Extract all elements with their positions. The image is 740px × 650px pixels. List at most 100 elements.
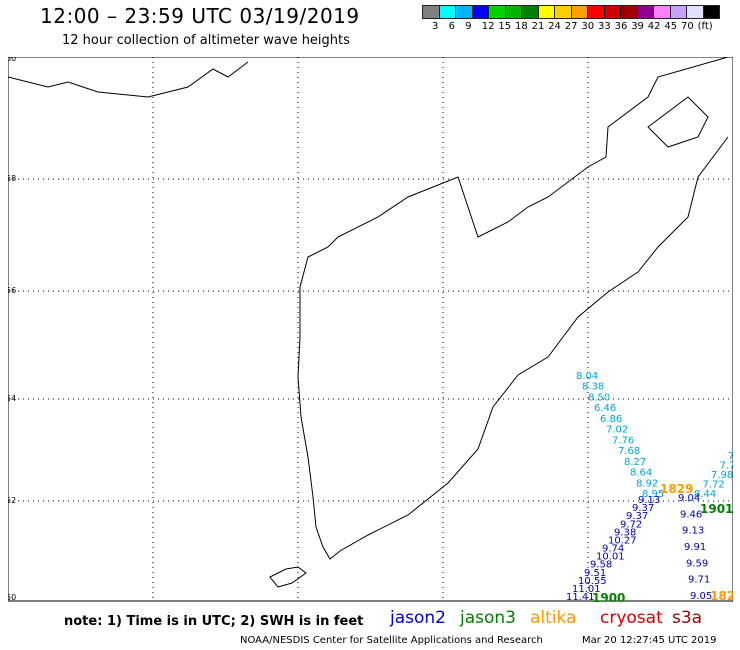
legend-swatch-0 (422, 5, 440, 19)
legend-tick-9: 30 (581, 21, 595, 32)
lat-label-54: 54 (8, 394, 16, 403)
swh-value: 9.38 (614, 527, 636, 538)
legend-tick-15: 70 (681, 21, 694, 32)
legend-tick-8: 27 (564, 21, 578, 32)
legend-tick-10: 33 (598, 21, 611, 32)
credit-text: NOAA/NESDIS Center for Satellite Applica… (240, 635, 543, 646)
satellite-label-cryosat: cryosat (600, 608, 663, 628)
swh-value: 9.91 (684, 542, 706, 553)
legend-tick-6: 21 (531, 21, 545, 32)
legend-tick-3: 12 (481, 21, 495, 32)
pass-time-label: 1900 (592, 591, 625, 602)
timestamp-text: Mar 20 12:27:45 UTC 2019 (582, 635, 717, 646)
legend-tick-7: 24 (548, 21, 561, 32)
swh-value: 9.59 (686, 558, 708, 569)
legend-swatches (422, 5, 720, 19)
swh-value: 8.38 (582, 382, 604, 393)
swh-value: 9.71 (688, 575, 710, 586)
swh-value: 9.74 (602, 544, 624, 555)
legend-swatch-16 (686, 5, 704, 19)
swh-value: 10.01 (596, 552, 625, 563)
swh-value: 8.04 (576, 371, 598, 382)
swh-value: 9.72 (620, 519, 642, 530)
swh-value: 11.41 (566, 592, 595, 602)
legend-tick-2: 9 (465, 21, 472, 32)
swh-value: 9.37 (626, 511, 648, 522)
swh-value: 7.68 (618, 446, 640, 457)
legend-swatch-5 (504, 5, 522, 19)
legend-tick-16: (ft) (697, 21, 713, 32)
legend-tick-0: 3 (432, 21, 439, 32)
legend-tick-1: 6 (448, 21, 455, 32)
satellite-label-altika: altika (530, 608, 577, 628)
swh-value: 11.01 (572, 584, 601, 595)
legend-swatch-2 (455, 5, 473, 19)
legend-tick-14: 45 (664, 21, 678, 32)
legend-tick-labels: 3 6 9 12 15 18 21 24 27 30 33 36 39 42 45 70 (ft) (422, 21, 740, 35)
wave-height-legend: 3 6 9 12 15 18 21 24 27 30 33 36 39 42 45 70 (ft) (422, 5, 720, 32)
swh-value: 9.37 (632, 503, 654, 514)
swh-value: 7.72 (703, 480, 725, 491)
karaginsky-island (647, 96, 709, 148)
swh-value: 8.92 (636, 478, 658, 489)
legend-swatch-13 (636, 5, 654, 19)
swh-value: 9.51 (584, 568, 606, 579)
kamchatka-coast (297, 57, 729, 560)
lat-label-52: 52 (8, 496, 16, 505)
legend-tick-12: 39 (631, 21, 644, 32)
legend-swatch-1 (438, 5, 456, 19)
swh-value: 7.76 (612, 435, 634, 446)
swh-value: 7.98 (711, 470, 733, 481)
swh-value: 9.05 (690, 591, 712, 602)
legend-swatch-10 (587, 5, 605, 19)
legend-tick-13: 42 (647, 21, 661, 32)
legend-swatch-14 (653, 5, 671, 19)
swh-value: 9.13 (638, 495, 660, 506)
swh-value: 8.27 (624, 457, 646, 468)
lat-label-60: 60 (8, 57, 16, 63)
coastline (8, 57, 729, 588)
legend-swatch-3 (471, 5, 489, 19)
lat-label-58: 58 (8, 174, 16, 183)
legend-swatch-17 (702, 5, 720, 19)
latitude-labels: 60 58 56 54 52 50 (8, 57, 16, 602)
legend-swatch-9 (570, 5, 588, 19)
swh-value: 6.46 (594, 403, 616, 414)
map-frame (8, 57, 733, 602)
satellite-label-s3a: s3a (672, 608, 703, 628)
legend-swatch-6 (521, 5, 539, 19)
legend-swatch-12 (620, 5, 638, 19)
legend-swatch-8 (554, 5, 572, 19)
lat-label-50: 50 (8, 593, 16, 602)
altimeter-tracks: 8.048.388.506.466.867.027.767.688.278.64… (566, 371, 733, 602)
pass-time-label: 1829 (660, 482, 693, 496)
swh-value: 10.27 (608, 535, 637, 546)
note-text: note: 1) Time is in UTC; 2) SWH is in fe… (64, 614, 364, 629)
swh-value: 7.70 (720, 461, 734, 472)
swh-value: 9.58 (590, 560, 612, 571)
swh-value: 8.95 (642, 489, 664, 500)
lat-lon-grid (8, 57, 733, 601)
map-subtitle: 12 hour collection of altimeter wave hei… (62, 33, 350, 48)
pass-times: 1829 1901 1900 182 (592, 482, 733, 602)
swh-value: 8.44 (694, 489, 716, 500)
okhotsk-north-coast (8, 61, 249, 98)
lat-label-56: 56 (8, 286, 16, 295)
legend-swatch-7 (537, 5, 555, 19)
swh-value: 8.50 (588, 393, 610, 404)
swh-value: 7.0 (728, 451, 733, 462)
swh-value: 9.13 (682, 526, 704, 537)
swh-value: 9.04 (678, 493, 700, 504)
pass-time-label: 1901 (700, 502, 733, 516)
legend-swatch-4 (488, 5, 506, 19)
legend-swatch-15 (669, 5, 687, 19)
swh-value: 6.86 (600, 414, 622, 425)
map-title: 12:00 – 23:59 UTC 03/19/2019 (40, 4, 360, 28)
legend-swatch-11 (603, 5, 621, 19)
satellite-label-jason3: jason3 (460, 608, 516, 628)
swh-value: 7.02 (606, 425, 628, 436)
legend-tick-4: 15 (498, 21, 512, 32)
swh-value: 9.46 (680, 509, 702, 520)
swh-value: 10.55 (578, 576, 607, 587)
